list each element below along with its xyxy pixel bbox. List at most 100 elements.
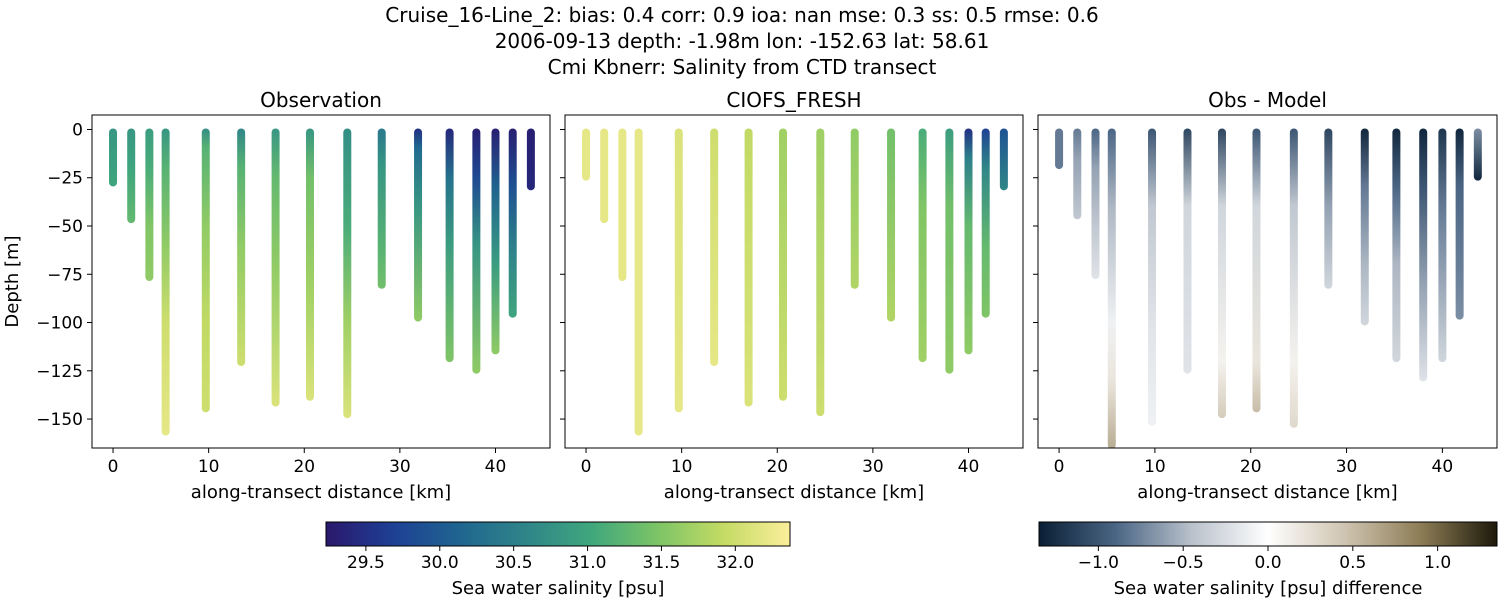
difference-colorbar-ticks: −1.0 −0.5 0.0 0.5 1.0	[1078, 546, 1451, 573]
observation-x-tick-label: 10	[198, 457, 220, 477]
observation-y-tick-label: −50	[47, 217, 83, 237]
model-cast	[710, 128, 719, 366]
observation-x-tick-label: 0	[108, 457, 119, 477]
observation-x-axis-label: along-transect distance [km]	[191, 482, 451, 503]
model-cast	[999, 128, 1008, 191]
observation-cast	[271, 128, 280, 407]
difference-colorbar-tick-label: 0.0	[1254, 553, 1281, 573]
difference-cast	[1419, 128, 1428, 382]
model-cast	[779, 128, 788, 401]
model-cast	[918, 128, 927, 363]
salinity-colorbar-ticks: 29.5 30.0 30.5 31.0 31.5 32.0	[347, 546, 754, 573]
observation-cast	[508, 128, 517, 318]
difference-colorbar-tick-label: −0.5	[1163, 553, 1204, 573]
difference-cast	[1183, 128, 1192, 374]
observation-cast	[472, 128, 481, 374]
salinity-colorbar-label: Sea water salinity [psu]	[452, 578, 665, 599]
observation-y-tick-label: 0	[72, 120, 83, 140]
difference-colorbar-bar	[1038, 521, 1498, 547]
observation-casts	[109, 128, 535, 436]
observation-cast	[145, 128, 154, 282]
salinity-colorbar: 29.5 30.0 30.5 31.0 31.5 32.0 Sea water salin…	[325, 521, 791, 599]
difference-title: Obs - Model	[1208, 88, 1327, 112]
observation-x-tick-label: 20	[293, 457, 315, 477]
observation-cast	[237, 128, 246, 366]
observation-cast	[377, 128, 386, 289]
difference-cast	[1438, 128, 1447, 363]
difference-casts	[1055, 128, 1482, 448]
observation-y-tick-label: −150	[36, 410, 83, 430]
difference-cast	[1055, 128, 1064, 170]
model-cast	[981, 128, 990, 318]
observation-axes-frame	[91, 114, 551, 449]
salinity-colorbar-tick-label: 31.0	[569, 553, 607, 573]
observation-title: Observation	[260, 88, 382, 112]
difference-x-axis-label: along-transect distance [km]	[1137, 482, 1397, 503]
panels: Observation 0 10 20 30 40 0 −25 −50 −75 −100 −125 −1…	[2, 88, 1498, 503]
difference-colorbar-tick-label: 0.5	[1339, 553, 1366, 573]
model-cast	[674, 128, 683, 413]
difference-colorbar: −1.0 −0.5 0.0 0.5 1.0 Sea water salinity [ps…	[1038, 521, 1498, 599]
model-x-tick-label: 10	[671, 457, 693, 477]
difference-x-tick-label: 40	[1432, 457, 1454, 477]
salinity-colorbar-tick-label: 30.0	[421, 553, 459, 573]
model-cast	[887, 128, 896, 322]
model-cast	[945, 128, 954, 374]
observation-y-tick-label: −75	[47, 265, 83, 285]
difference-cast	[1073, 128, 1082, 220]
difference-cast	[1217, 128, 1226, 419]
model-x-axis-label: along-transect distance [km]	[664, 482, 924, 503]
model-cast	[816, 128, 825, 417]
model-cast	[634, 128, 643, 436]
salinity-colorbar-tick-label: 32.0	[716, 553, 754, 573]
difference-cast	[1392, 128, 1401, 363]
salinity-colorbar-bar	[325, 521, 791, 547]
observation-cast	[127, 128, 136, 224]
observation-x-tick-label: 30	[389, 457, 411, 477]
observation-cast	[445, 128, 454, 363]
difference-panel: Obs - Model 0 10 20 30 40 along-transect dista…	[1033, 88, 1498, 503]
difference-cast	[1324, 128, 1333, 289]
difference-x-tick-label: 0	[1054, 457, 1065, 477]
salinity-colorbar-tick-label: 29.5	[347, 553, 385, 573]
model-cast	[744, 128, 753, 407]
observation-cast	[201, 128, 210, 413]
difference-cast	[1148, 128, 1157, 426]
model-panel: CIOFS_FRESH 0 10 20 30 40 along-transect dista…	[560, 88, 1024, 503]
difference-axes-frame	[1037, 114, 1498, 449]
suptitle-line-1: Cruise_16-Line_2: bias: 0.4 corr: 0.9 io…	[385, 3, 1098, 27]
difference-colorbar-tick-label: 1.0	[1424, 553, 1451, 573]
model-casts	[582, 128, 1008, 436]
difference-cast	[1289, 128, 1298, 428]
model-cast	[850, 128, 859, 289]
observation-y-tick-label: −100	[36, 314, 83, 334]
model-axes-frame	[564, 114, 1024, 449]
model-x-tick-label: 0	[581, 457, 592, 477]
difference-colorbar-tick-label: −1.0	[1078, 553, 1119, 573]
model-x-tick-label: 20	[766, 457, 788, 477]
difference-x-tick-label: 10	[1144, 457, 1166, 477]
observation-cast	[491, 128, 500, 355]
model-cast	[600, 128, 609, 224]
model-x-tick-label: 30	[862, 457, 884, 477]
observation-cast	[526, 128, 535, 191]
difference-cast	[1473, 128, 1482, 181]
observation-y-axis-label: Depth [m]	[2, 235, 23, 327]
suptitle-line-2: 2006-09-13 depth: -1.98m lon: -152.63 la…	[495, 29, 990, 53]
observation-y-tick-label: −25	[47, 169, 83, 189]
difference-cast	[1091, 128, 1100, 280]
model-cast	[618, 128, 627, 282]
difference-cast	[1252, 128, 1261, 413]
observation-cast	[343, 128, 352, 419]
observation-panel: Observation 0 10 20 30 40 0 −25 −50 −75 −100 −125 −1…	[2, 88, 551, 503]
difference-cast	[1455, 128, 1464, 320]
suptitle-line-3: Cmi Kbnerr: Salinity from CTD transect	[548, 55, 937, 79]
model-cast	[964, 128, 973, 355]
observation-y-tick-label: −125	[36, 362, 83, 382]
model-title: CIOFS_FRESH	[726, 88, 861, 112]
difference-cast	[1360, 128, 1369, 326]
difference-x-tick-label: 20	[1240, 457, 1262, 477]
salinity-colorbar-tick-label: 31.5	[643, 553, 681, 573]
observation-cast	[306, 128, 315, 401]
